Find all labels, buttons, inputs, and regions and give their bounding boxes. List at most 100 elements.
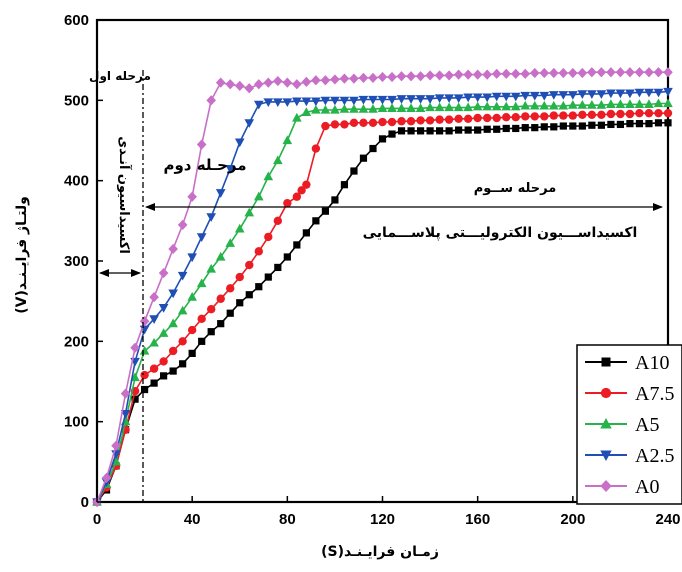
data-point (340, 120, 349, 129)
data-point (339, 96, 350, 106)
data-point (159, 357, 168, 366)
data-point (206, 263, 216, 273)
data-point (301, 76, 312, 87)
stage2-label: مرحـله دوم (163, 156, 246, 174)
data-point (530, 112, 539, 121)
legend-marker (600, 480, 612, 492)
data-point (396, 71, 407, 82)
data-point (292, 192, 302, 201)
x-tick-label: 80 (279, 511, 296, 528)
data-point (625, 67, 635, 78)
tick-labels: 0 40 80 120 160 200 240 0 100 200 300 400 500 600 (64, 12, 681, 528)
data-point (654, 108, 663, 118)
data-point (111, 440, 121, 451)
legend-entry: A0 (585, 476, 659, 498)
legend-marker (600, 418, 612, 429)
data-point (377, 103, 388, 112)
data-point (349, 104, 359, 113)
data-point (120, 388, 131, 399)
data-point (397, 127, 406, 135)
data-point (264, 232, 273, 242)
legend-label: A5 (635, 414, 659, 436)
data-point (445, 127, 453, 135)
data-point (635, 108, 644, 118)
data-point (264, 273, 272, 281)
data-point (577, 100, 588, 109)
data-point (434, 70, 445, 81)
data-point (350, 167, 358, 175)
data-point (472, 101, 483, 111)
data-point (301, 107, 312, 116)
data-point (320, 104, 331, 114)
x-tick-label: 0 (93, 511, 101, 528)
y-axis-title: ولتـاژ فرایـنـد(V) (14, 196, 30, 314)
data-point (502, 113, 511, 122)
data-point (254, 247, 263, 256)
data-point (196, 233, 207, 242)
x-tick-label: 200 (560, 511, 585, 528)
data-point (606, 99, 616, 108)
y-tick-label: 400 (64, 173, 89, 190)
data-point (531, 124, 539, 132)
data-point (596, 67, 607, 78)
data-point (406, 103, 416, 112)
data-point (297, 186, 306, 195)
data-point (177, 305, 188, 315)
y-tick-label: 600 (64, 12, 89, 29)
data-point (359, 154, 368, 162)
data-point (482, 69, 492, 80)
data-point (273, 75, 283, 87)
data-point (387, 95, 397, 105)
data-point (234, 80, 245, 91)
data-point (559, 111, 568, 120)
data-point (597, 121, 605, 129)
series-A0 (92, 67, 673, 508)
data-point (225, 238, 236, 247)
data-point (339, 104, 350, 113)
series-A7-5 (92, 108, 673, 507)
stage1-description: اکسیداسیون آنـدی (116, 136, 133, 254)
data-point (217, 320, 225, 328)
data-point (588, 121, 596, 129)
data-point (179, 360, 187, 368)
data-point (491, 68, 502, 79)
data-point (406, 71, 416, 82)
data-point (196, 278, 207, 288)
data-point (368, 95, 378, 105)
data-point (358, 95, 369, 105)
data-point (626, 120, 634, 128)
data-point (311, 75, 321, 86)
data-point (406, 95, 416, 104)
data-point (236, 299, 244, 307)
data-point (311, 97, 321, 107)
data-point (577, 90, 588, 100)
data-point (169, 367, 177, 375)
data-point (444, 115, 454, 124)
data-point (415, 71, 426, 82)
data-point (426, 127, 434, 135)
legend-marker (601, 357, 611, 367)
data-point (368, 72, 378, 83)
data-point (349, 96, 359, 106)
data-point (253, 100, 264, 110)
data-point (273, 216, 283, 226)
data-point (510, 92, 521, 102)
data-point (549, 111, 558, 120)
legend-label: A7.5 (635, 383, 674, 405)
data-point (454, 114, 463, 124)
data-point (349, 73, 359, 84)
data-point (158, 267, 169, 279)
legend-entry: A10 (585, 352, 669, 374)
data-point (131, 395, 139, 403)
data-point (644, 67, 654, 78)
data-point (149, 292, 159, 303)
data-point (378, 117, 387, 127)
data-point (473, 113, 482, 123)
data-point (482, 101, 492, 111)
data-point (140, 370, 149, 380)
data-point (321, 207, 329, 215)
data-point (501, 92, 512, 102)
data-point (550, 123, 558, 131)
data-point (140, 385, 149, 394)
